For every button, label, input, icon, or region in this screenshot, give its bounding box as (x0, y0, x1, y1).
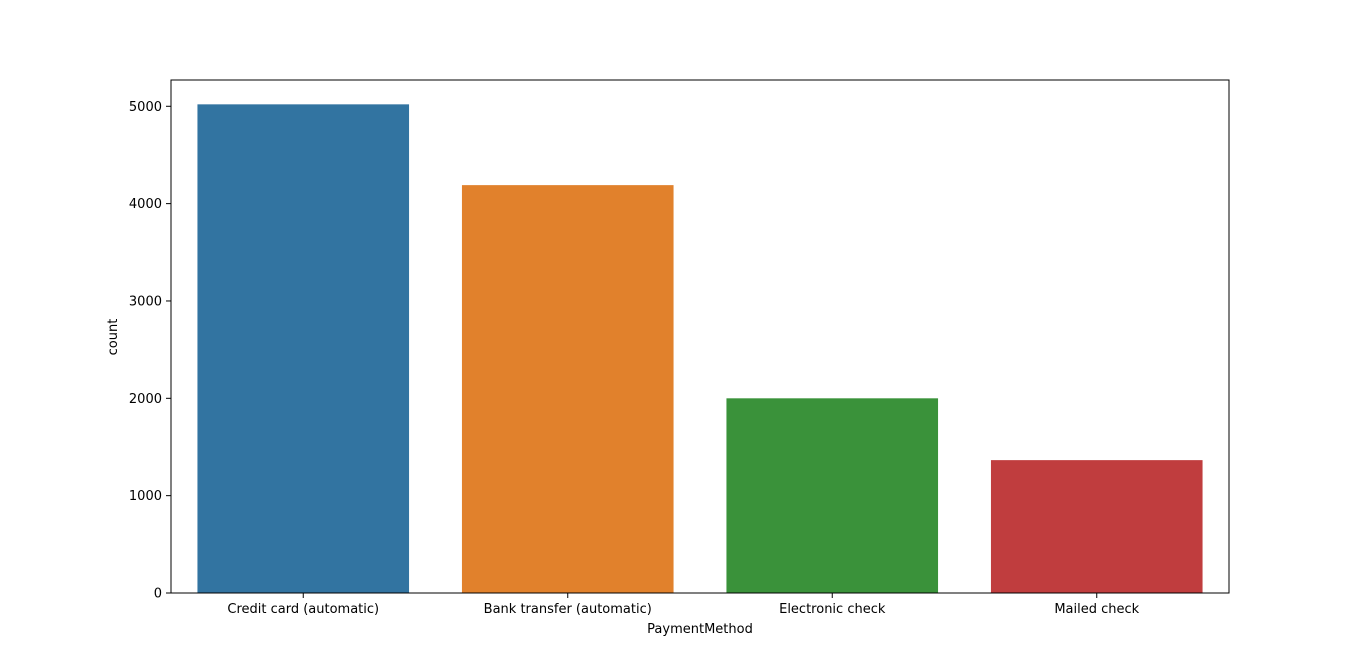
x-axis: Credit card (automatic) Bank transfer (au… (227, 593, 1140, 617)
plot-frame (170, 79, 1230, 594)
y-tick-label: 5000 (129, 100, 162, 115)
y-tick-label: 4000 (129, 197, 162, 212)
y-tick-label: 2000 (129, 392, 162, 407)
y-axis: 0 1000 2000 3000 4000 5000 (129, 100, 171, 602)
bar-2 (461, 185, 674, 593)
y-tick-label: 3000 (129, 294, 162, 309)
y-tick-label: 1000 (129, 489, 162, 504)
x-tick-label: Mailed check (1054, 602, 1139, 617)
x-tick-label: Electronic check (779, 602, 886, 617)
bar-4 (990, 460, 1203, 593)
y-axis-label: count (106, 319, 121, 356)
x-axis-label: PaymentMethod (647, 622, 753, 637)
bar-3 (726, 398, 939, 593)
y-tick-label: 0 (154, 587, 162, 602)
x-tick-label: Bank transfer (automatic) (484, 602, 652, 617)
x-tick-label: Credit card (automatic) (227, 602, 379, 617)
bar-1 (197, 104, 410, 593)
bars-layer (197, 104, 1203, 593)
